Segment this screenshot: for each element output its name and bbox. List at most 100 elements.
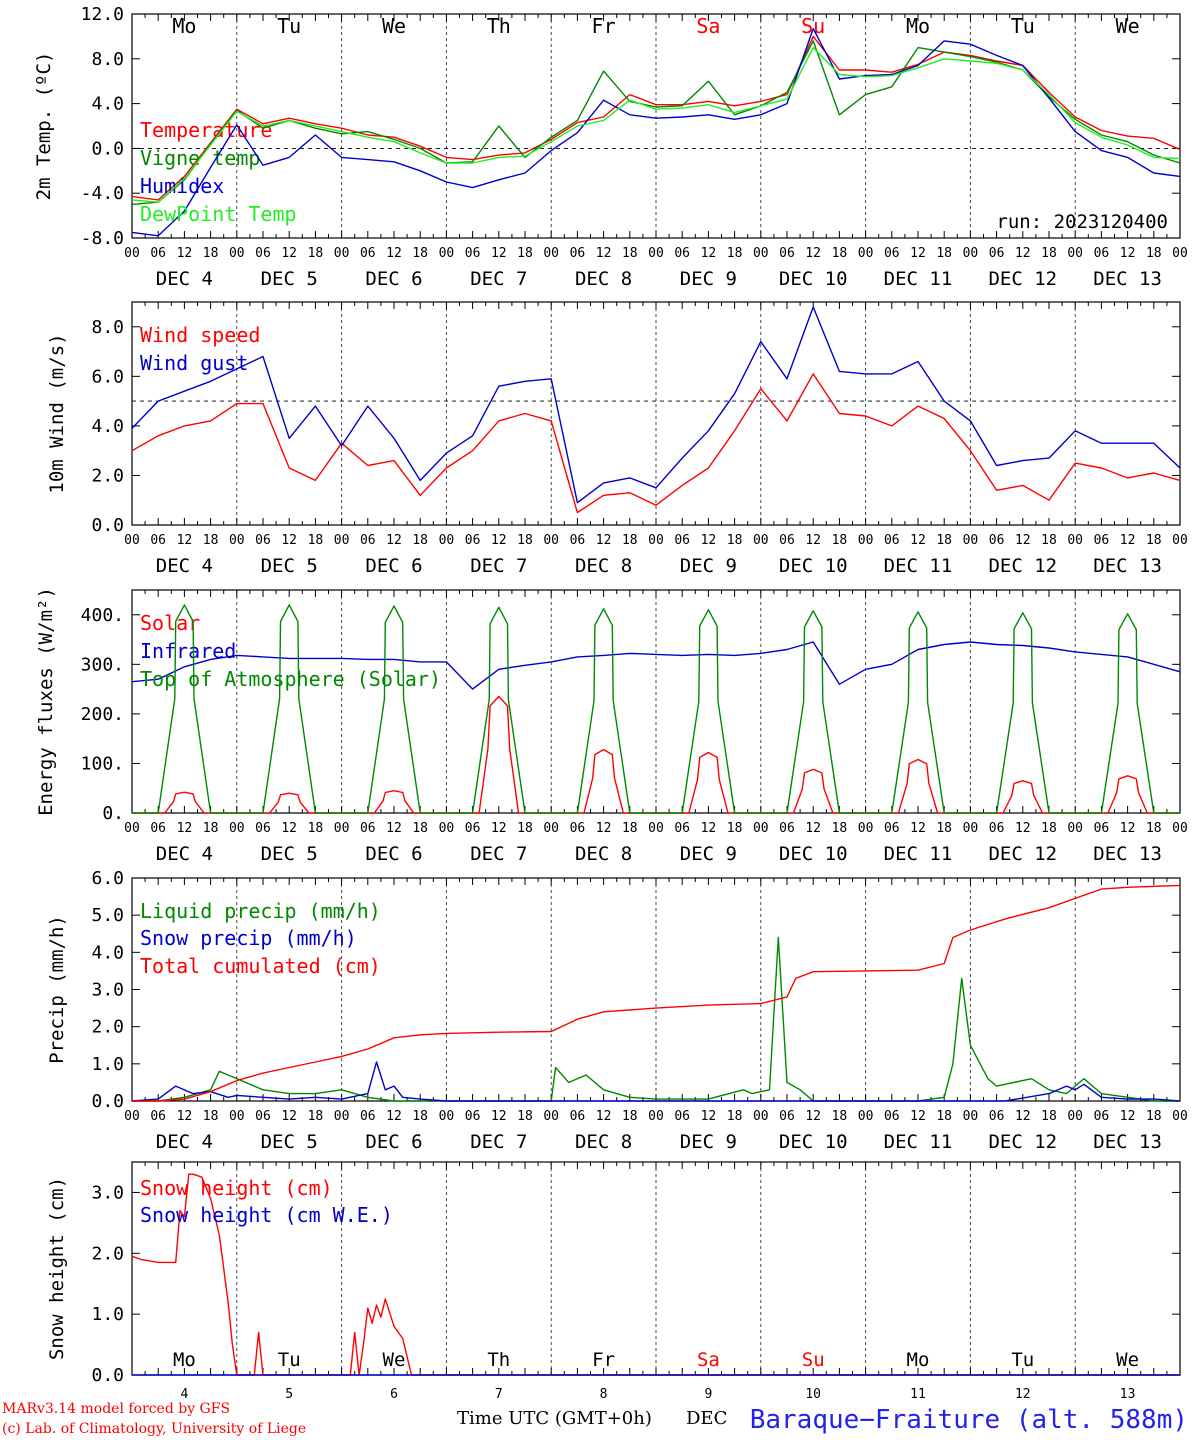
hour-tick-label: 18 bbox=[308, 1109, 324, 1124]
hour-tick-label: 18 bbox=[1041, 533, 1057, 548]
hour-tick-label: 00 bbox=[229, 821, 245, 836]
hour-tick-label: 00 bbox=[124, 1109, 140, 1124]
hour-tick-label: 00 bbox=[543, 246, 559, 261]
hour-tick-label: 18 bbox=[1146, 1109, 1162, 1124]
legend-entry: DewPoint Temp bbox=[140, 202, 297, 226]
bottom-day-label: We bbox=[1116, 1349, 1139, 1371]
hour-tick-label: 06 bbox=[779, 821, 795, 836]
hour-tick-label: 12 bbox=[281, 1109, 297, 1124]
hour-tick-label: 18 bbox=[622, 1109, 638, 1124]
hour-tick-label: 12 bbox=[701, 821, 717, 836]
date-label: DEC 8 bbox=[575, 843, 632, 865]
y-axis-label: 2m Temp. (ºC) bbox=[33, 52, 55, 201]
date-label: DEC 12 bbox=[988, 268, 1057, 290]
plot-frame bbox=[131, 301, 1181, 526]
hour-tick-label: 00 bbox=[439, 1109, 455, 1124]
series-line-2 bbox=[132, 884, 1181, 1102]
hour-tick-label: 18 bbox=[832, 246, 848, 261]
x-axis-month: DEC bbox=[686, 1408, 727, 1429]
date-label: DEC 7 bbox=[470, 1131, 527, 1153]
hour-tick-label: 18 bbox=[936, 533, 952, 548]
plot-frame bbox=[131, 589, 1181, 814]
hour-tick-label: 00 bbox=[439, 246, 455, 261]
date-label: DEC 5 bbox=[261, 843, 318, 865]
hour-tick-label: 00 bbox=[753, 246, 769, 261]
hour-tick-label: 12 bbox=[177, 821, 193, 836]
hour-tick-label: 12 bbox=[910, 246, 926, 261]
footer-model: MARv3.14 model forced by GFS bbox=[2, 1401, 230, 1417]
date-label: DEC 13 bbox=[1093, 843, 1162, 865]
hour-tick-label: 00 bbox=[229, 533, 245, 548]
hour-tick-label: 00 bbox=[334, 246, 350, 261]
hour-tick-label: 12 bbox=[491, 821, 507, 836]
series-line-0 bbox=[131, 373, 1181, 514]
legend-entry: Liquid precip (mm/h) bbox=[140, 899, 381, 923]
y-tick-label: 0. bbox=[102, 803, 124, 824]
date-label: DEC 6 bbox=[365, 843, 422, 865]
legend-entry: Solar bbox=[140, 611, 200, 635]
hour-tick-label: 00 bbox=[753, 1109, 769, 1124]
hour-tick-label: 06 bbox=[779, 1109, 795, 1124]
hour-tick-label: 12 bbox=[1015, 821, 1031, 836]
hour-tick-label: 00 bbox=[1172, 533, 1188, 548]
date-label: DEC 4 bbox=[156, 1131, 213, 1153]
hour-tick-label: 18 bbox=[727, 533, 743, 548]
hour-tick-label: 06 bbox=[779, 533, 795, 548]
date-label: DEC 13 bbox=[1093, 1131, 1162, 1153]
hour-tick-label: 06 bbox=[674, 246, 690, 261]
bottom-day-label: Su bbox=[802, 1349, 825, 1371]
date-label: DEC 6 bbox=[365, 1131, 422, 1153]
hour-tick-label: 12 bbox=[1015, 1109, 1031, 1124]
hour-tick-label: 00 bbox=[124, 821, 140, 836]
date-label: DEC 7 bbox=[470, 843, 527, 865]
run-annotation: run: 2023120400 bbox=[996, 211, 1168, 233]
series-line-2 bbox=[131, 27, 1181, 237]
date-label: DEC 5 bbox=[261, 555, 318, 577]
y-tick-label: 0.0 bbox=[91, 1365, 124, 1386]
hour-tick-label: 06 bbox=[360, 533, 376, 548]
day-label: Th bbox=[487, 14, 511, 38]
hour-tick-label: 00 bbox=[1172, 821, 1188, 836]
hour-tick-label: 18 bbox=[622, 821, 638, 836]
series-line-0 bbox=[131, 35, 1181, 201]
legend-entry: Temperature bbox=[140, 118, 272, 142]
legend-entry: Wind gust bbox=[140, 351, 248, 375]
y-tick-label: -8.0 bbox=[81, 228, 124, 249]
y-tick-label: 4.0 bbox=[91, 942, 124, 963]
hour-tick-label: 12 bbox=[386, 533, 402, 548]
hour-tick-label: 00 bbox=[439, 821, 455, 836]
date-label: DEC 4 bbox=[156, 555, 213, 577]
y-tick-label: 0.0 bbox=[91, 515, 124, 536]
y-tick-label: 1.0 bbox=[91, 1304, 124, 1325]
day-label: Fr bbox=[592, 14, 616, 38]
series-line-1 bbox=[131, 641, 1181, 690]
hour-tick-label: 00 bbox=[229, 246, 245, 261]
hour-tick-label: 12 bbox=[177, 1109, 193, 1124]
hour-tick-label: 18 bbox=[412, 1109, 428, 1124]
hour-tick-label: 18 bbox=[727, 1109, 743, 1124]
hour-tick-label: 06 bbox=[989, 246, 1005, 261]
hour-tick-label: 18 bbox=[308, 246, 324, 261]
hour-tick-label: 00 bbox=[858, 246, 874, 261]
y-axis-label: Snow height (cm) bbox=[46, 1177, 68, 1360]
hour-tick-label: 18 bbox=[412, 246, 428, 261]
hour-tick-label: 06 bbox=[674, 821, 690, 836]
date-label: DEC 10 bbox=[779, 1131, 848, 1153]
y-axis-label: 10m Wind (m/s) bbox=[46, 333, 68, 493]
bottom-day-label: Tu bbox=[278, 1349, 301, 1371]
hour-tick-label: 00 bbox=[334, 821, 350, 836]
date-label: DEC 10 bbox=[779, 555, 848, 577]
hour-tick-label: 18 bbox=[517, 1109, 533, 1124]
y-tick-label: 200. bbox=[81, 704, 124, 725]
bottom-day-number: 5 bbox=[285, 1387, 293, 1402]
hour-tick-label: 06 bbox=[465, 246, 481, 261]
hour-tick-label: 06 bbox=[150, 821, 166, 836]
hour-tick-label: 12 bbox=[910, 821, 926, 836]
hour-tick-label: 12 bbox=[1120, 1109, 1136, 1124]
hour-tick-label: 18 bbox=[517, 246, 533, 261]
footer-copyright: (c) Lab. of Climatology, University of L… bbox=[2, 1421, 306, 1437]
chart-panel-1: 12.0 8.0 4.0 0.0 -4.0 -8.0 2m Temp. (ºC) Mo Tu We… bbox=[33, 4, 1188, 290]
hour-tick-label: 12 bbox=[386, 1109, 402, 1124]
hour-tick-label: 06 bbox=[150, 1109, 166, 1124]
hour-tick-label: 00 bbox=[753, 533, 769, 548]
